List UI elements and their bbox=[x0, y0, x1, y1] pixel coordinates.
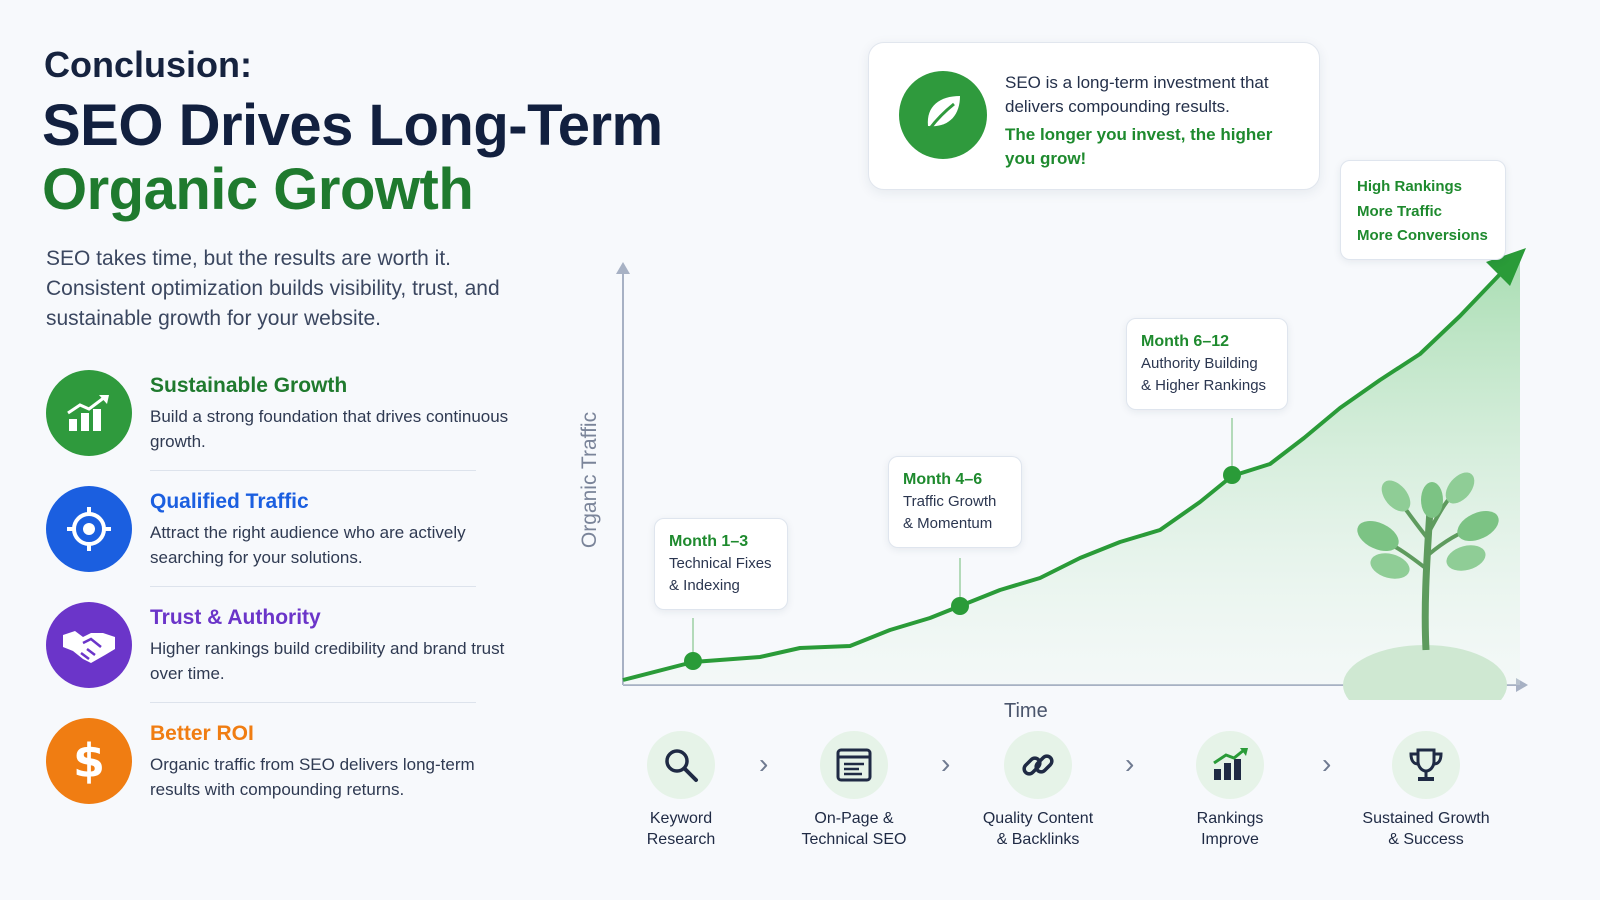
dollar-icon: $ bbox=[46, 718, 132, 804]
milestone-line: Technical Fixes bbox=[669, 555, 772, 572]
target-icon bbox=[46, 486, 132, 572]
benefit-title: Qualified Traffic bbox=[150, 490, 309, 513]
trophy-icon bbox=[1392, 731, 1460, 799]
result-line: High Rankings bbox=[1357, 178, 1463, 195]
divider bbox=[150, 586, 476, 587]
benefit-title: Sustainable Growth bbox=[150, 374, 348, 397]
sapling-icon bbox=[1343, 472, 1507, 700]
step-keyword-research: Keyword Research bbox=[621, 808, 741, 850]
benefit-title: Trust & Authority bbox=[150, 606, 321, 629]
chevron-right-icon: › bbox=[941, 748, 951, 779]
milestone-callout-3: Month 6–12 Authority Building & Higher R… bbox=[1126, 318, 1288, 410]
step-on-page-technical-seo: On-Page & Technical SEO bbox=[789, 808, 919, 850]
benefit-desc: Build a strong foundation that drives co… bbox=[150, 407, 509, 451]
investment-highlight: The longer you invest, the higher you gr… bbox=[1005, 125, 1273, 168]
step-label-line: On-Page & bbox=[814, 810, 894, 827]
milestone-title: Month 4–6 bbox=[903, 471, 983, 488]
link-icon bbox=[1004, 731, 1072, 799]
leaf-icon bbox=[899, 71, 987, 159]
benefits-list: Sustainable Growth Build a strong founda… bbox=[46, 370, 508, 834]
x-axis-label: Time bbox=[1004, 700, 1048, 722]
milestone-callout-1: Month 1–3 Technical Fixes & Indexing bbox=[654, 518, 788, 610]
step-rankings-improve: Rankings Improve bbox=[1170, 808, 1290, 850]
milestone-line: & Momentum bbox=[903, 515, 993, 532]
milestone-line: & Higher Rankings bbox=[1141, 377, 1267, 394]
chevron-right-icon: › bbox=[1125, 748, 1135, 779]
milestone-point bbox=[684, 652, 702, 670]
benefit-desc: Higher rankings build credibility and br… bbox=[150, 639, 505, 683]
milestone-line: Traffic Growth bbox=[903, 493, 997, 510]
step-label-line: Sustained Growth bbox=[1362, 810, 1490, 827]
benefit-desc: Attract the right audience who are activ… bbox=[150, 523, 466, 567]
investment-text: SEO is a long-term investment that deliv… bbox=[1005, 73, 1269, 116]
step-quality-content-backlinks: Quality Content & Backlinks bbox=[968, 808, 1108, 850]
milestone-line: & Indexing bbox=[669, 577, 740, 594]
growth-arrowhead bbox=[1486, 248, 1526, 286]
step-label-line: Keyword bbox=[649, 810, 713, 827]
milestone-line: Authority Building bbox=[1141, 355, 1258, 372]
step-label-line: Improve bbox=[1201, 831, 1259, 848]
rankings-icon bbox=[1196, 731, 1264, 799]
benefit-qualified-traffic: Qualified Traffic Attract the right audi… bbox=[46, 486, 506, 602]
webpage-icon bbox=[820, 731, 888, 799]
growth-chart bbox=[616, 248, 1528, 700]
growth-line bbox=[622, 268, 1506, 682]
divider bbox=[150, 470, 476, 471]
benefit-title: Better ROI bbox=[150, 722, 254, 745]
milestone-point bbox=[951, 597, 969, 615]
y-axis-label: Organic Traffic bbox=[578, 411, 601, 549]
handshake-icon bbox=[46, 602, 132, 688]
step-label-line: & Backlinks bbox=[996, 831, 1080, 848]
benefit-sustainable-growth: Sustainable Growth Build a strong founda… bbox=[46, 370, 508, 486]
bar-growth-icon bbox=[46, 370, 132, 456]
step-label-line: Technical SEO bbox=[801, 831, 907, 848]
result-line: More Traffic bbox=[1357, 202, 1443, 220]
chevron-right-icon: › bbox=[1322, 748, 1332, 779]
benefit-better-roi: $ Better ROI Organic traffic from SEO de… bbox=[46, 718, 506, 834]
y-axis-arrow bbox=[616, 262, 630, 274]
step-label-line: Quality Content bbox=[982, 810, 1094, 827]
milestone-title: Month 1–3 bbox=[669, 533, 749, 550]
results-callout: High Rankings More Traffic More Conversi… bbox=[1340, 160, 1506, 260]
milestone-title: Month 6–12 bbox=[1141, 333, 1230, 350]
intro-text: SEO takes time, but the results are wort… bbox=[46, 247, 500, 330]
chevron-right-icon: › bbox=[759, 748, 769, 779]
result-line: More Conversions bbox=[1357, 227, 1488, 244]
step-label-line: Research bbox=[646, 831, 716, 848]
conclusion-kicker: Conclusion: bbox=[44, 44, 252, 85]
page-title-line1: SEO Drives Long-Term bbox=[42, 93, 663, 158]
divider bbox=[150, 702, 476, 703]
investment-card: SEO is a long-term investment that deliv… bbox=[868, 42, 1320, 190]
step-label-line: Rankings bbox=[1196, 810, 1264, 827]
benefit-desc: Organic traffic from SEO delivers long-t… bbox=[150, 755, 475, 799]
benefit-trust-authority: Trust & Authority Higher rankings build … bbox=[46, 602, 506, 718]
search-icon bbox=[647, 731, 715, 799]
milestone-point bbox=[1223, 466, 1241, 484]
page-title-line2: Organic Growth bbox=[42, 157, 474, 222]
step-sustained-growth-success: Sustained Growth & Success bbox=[1351, 808, 1501, 850]
step-label-line: & Success bbox=[1388, 831, 1464, 848]
milestone-callout-2: Month 4–6 Traffic Growth & Momentum bbox=[888, 456, 1022, 548]
growth-area bbox=[623, 256, 1520, 685]
